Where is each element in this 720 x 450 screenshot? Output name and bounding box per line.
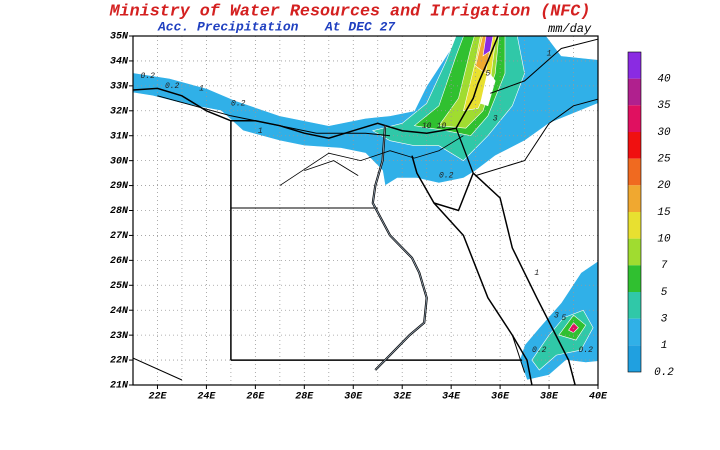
border [490, 38, 598, 94]
colorbar-label: 1 [661, 340, 668, 352]
contour-label: 0.2 [231, 99, 246, 108]
coastline [411, 155, 533, 385]
colorbar-label: 25 [657, 154, 671, 166]
x-tick-label: 30E [344, 392, 363, 403]
colorbar-swatch [628, 318, 641, 346]
colorbar-label: 20 [657, 180, 671, 192]
x-tick-label: 28E [295, 392, 314, 403]
colorbar-swatch [628, 185, 641, 212]
contour-label: 10 [437, 122, 447, 131]
y-tick-label: 22N [110, 356, 129, 367]
y-tick-label: 24N [110, 306, 129, 317]
y-tick-label: 25N [110, 281, 129, 292]
colorbar-label: 3 [661, 314, 668, 326]
contour-label: 0.2 [140, 72, 155, 81]
contour-label: 0.2 [532, 346, 547, 355]
border [133, 357, 183, 381]
x-tick-label: 36E [491, 392, 510, 403]
contour-label: 3 [554, 311, 559, 320]
y-tick-label: 30N [110, 156, 129, 167]
contour-label: 3 [493, 114, 498, 123]
title: Ministry of Water Resources and Irrigati… [109, 2, 591, 21]
y-tick-label: 26N [110, 256, 129, 267]
x-tick-label: 40E [589, 392, 608, 403]
contour-label: 0.2 [579, 346, 594, 355]
y-tick-label: 27N [110, 231, 129, 242]
border [455, 127, 474, 174]
x-tick-label: 26E [246, 392, 265, 403]
date: At DEC 27 [324, 19, 395, 34]
colorbar: 40 35 30 25 20 15 10 7 5 3 1 0.2 [627, 51, 674, 379]
y-tick-label: 29N [110, 181, 129, 192]
colorbar-swatch [628, 345, 641, 372]
y-tick-label: 33N [110, 81, 129, 92]
y-tick-label: 31N [110, 131, 129, 142]
colorbar-label: 7 [661, 260, 668, 272]
border [475, 98, 598, 177]
colorbar-swatch [628, 292, 641, 319]
y-tick-label: 34N [110, 57, 129, 68]
contour-label: 5 [485, 70, 490, 79]
colorbar-swatch [628, 238, 641, 266]
contour-label: 0.2 [439, 172, 454, 181]
x-tick-label: 24E [197, 392, 216, 403]
colorbar-swatch [628, 52, 641, 79]
y-tick-label: 23N [110, 331, 129, 342]
x-tick-label: 34E [442, 392, 461, 403]
x-tick-label: 32E [393, 392, 412, 403]
units: mm/day [548, 22, 592, 36]
colorbar-swatch [628, 265, 641, 292]
y-tick-label: 32N [110, 106, 129, 117]
nile [372, 125, 428, 371]
contour-label: 1 [258, 127, 263, 136]
road [304, 160, 359, 176]
subtitle: Acc. Precipitation [157, 19, 299, 34]
colorbar-swatch [628, 78, 641, 106]
road [279, 135, 464, 186]
contour-label: 0.2 [165, 82, 180, 91]
contour-label: 5 [561, 314, 566, 323]
road [157, 95, 391, 137]
colorbar-frame [627, 51, 642, 373]
colorbar-label: 10 [657, 234, 671, 246]
colorbar-label: 15 [657, 207, 671, 219]
colorbar-swatch [628, 158, 641, 186]
contour-label: 1 [534, 269, 539, 278]
colorbar-swatch [628, 105, 641, 132]
colorbar-swatch [628, 132, 641, 159]
y-tick-label: 35N [110, 32, 129, 43]
contour-label: 10 [422, 122, 432, 131]
precip-1 [133, 36, 598, 187]
contour-label: 1 [199, 84, 204, 93]
precip-blank [480, 70, 496, 107]
precip-40 [482, 36, 494, 57]
colorbar-label: 0.2 [654, 367, 674, 379]
colorbar-label: 40 [657, 74, 671, 86]
colorbar-label: 30 [657, 127, 671, 139]
y-tick-label: 21N [110, 381, 129, 392]
coastline [433, 172, 474, 212]
border [511, 334, 526, 373]
colorbar-label: 5 [661, 287, 668, 299]
precip-30 [568, 322, 579, 333]
coastline [472, 172, 576, 385]
x-tick-label: 22E [148, 392, 167, 403]
colorbar-label: 35 [657, 100, 671, 112]
x-tick-label: 38E [540, 392, 559, 403]
y-tick-label: 28N [110, 206, 129, 217]
colorbar-swatch [628, 212, 641, 239]
contour-label: 1 [547, 50, 552, 59]
